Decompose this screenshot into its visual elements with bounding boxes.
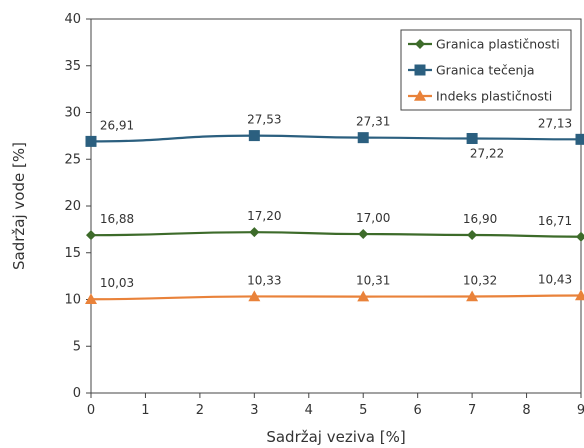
data-label: 10,43 [538,272,572,286]
x-tick-label: 3 [250,403,258,418]
x-axis-label: Sadržaj veziva [%] [266,428,405,446]
data-point [575,133,584,145]
data-label: 17,20 [247,209,281,223]
legend: Granica plastičnosti Granica tečenja Indek… [400,29,572,111]
data-label: 10,33 [247,273,281,287]
x-tick-label: 7 [468,403,476,418]
data-point [467,229,478,240]
data-label: 16,88 [100,212,134,226]
series-granica-plasti-nosti [86,227,584,242]
data-point [358,229,369,240]
data-label: 17,00 [356,211,390,225]
y-tick-label: 40 [64,12,81,27]
x-axis-ticks: 0 1 2 3 4 5 6 7 8 9 [87,393,584,418]
data-point [248,290,261,302]
data-label: 10,31 [356,274,390,288]
data-label: 27,13 [538,116,572,130]
data-label: 26,91 [100,118,134,132]
x-tick-label: 6 [414,403,422,418]
legend-label: Granica plastičnosti [436,37,560,52]
y-tick-label: 10 [64,293,81,308]
legend-label: Granica tečenja [436,63,535,78]
y-tick-label: 5 [73,339,81,354]
legend-label: Indeks plastičnosti [436,89,552,104]
x-tick-label: 2 [196,403,204,418]
data-label: 27,31 [356,115,390,129]
x-tick-label: 5 [359,403,367,418]
legend-item: Indeks plastičnosti [408,89,552,104]
x-tick-label: 4 [305,403,313,418]
legend-marker [414,90,426,101]
legend-marker [415,39,425,49]
x-tick-label: 8 [522,403,530,418]
data-label: 16,71 [538,214,572,228]
legend-item: Granica plastičnosti [408,37,560,52]
data-point [575,289,584,301]
series-indeks-plasti-nosti [85,289,584,305]
x-tick-label: 0 [87,403,95,418]
data-point [357,132,369,144]
data-label: 10,32 [463,274,497,288]
legend-marker [414,64,426,76]
data-label: 16,90 [463,212,497,226]
data-point [249,227,260,238]
y-tick-label: 30 [64,106,81,121]
y-axis-ticks: 0 5 10 15 20 25 30 35 40 [64,12,91,401]
y-tick-label: 0 [73,386,81,401]
y-tick-label: 15 [64,246,81,261]
y-tick-label: 35 [64,59,81,74]
data-labels: 16,88 17,20 17,00 16,90 16,71 26,91 27,53 27,31… [100,113,572,291]
data-point [85,135,97,147]
data-point [248,130,260,142]
data-label: 27,53 [247,113,281,127]
data-point [576,231,584,242]
data-point [466,132,478,144]
x-tick-label: 1 [141,403,149,418]
y-tick-label: 20 [64,199,81,214]
data-point [466,290,479,302]
y-axis-label: Sadržaj vode [%] [10,142,28,270]
data-label: 10,03 [100,276,134,290]
y-tick-label: 25 [64,152,81,167]
series-granica-te-enja [85,130,584,147]
legend-item: Granica tečenja [408,63,535,78]
data-point [86,230,96,241]
data-point [357,290,370,302]
data-point [85,293,97,305]
data-label: 27,22 [470,146,504,160]
series-layer [85,130,584,305]
x-tick-label: 9 [577,403,584,418]
series-line [90,134,582,143]
